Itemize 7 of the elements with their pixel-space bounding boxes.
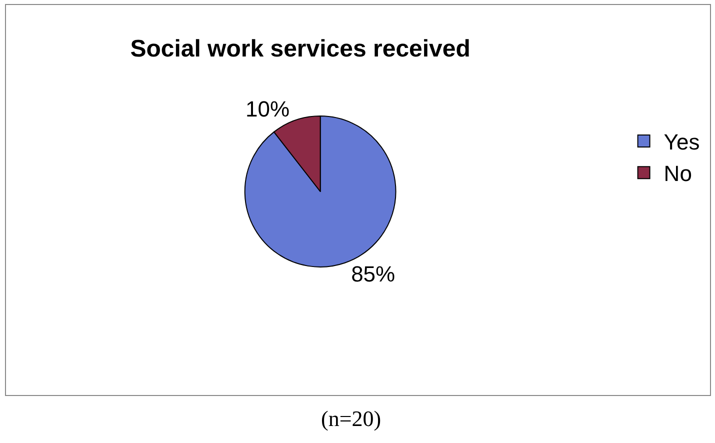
- data-label: 85%: [351, 262, 396, 287]
- legend-label: Yes: [664, 130, 700, 155]
- pie-slice: [244, 116, 396, 268]
- data-label: 10%: [246, 96, 290, 122]
- legend-label: No: [664, 161, 692, 186]
- chart-title: Social work services received: [130, 36, 470, 63]
- text: (n=20): [321, 406, 382, 431]
